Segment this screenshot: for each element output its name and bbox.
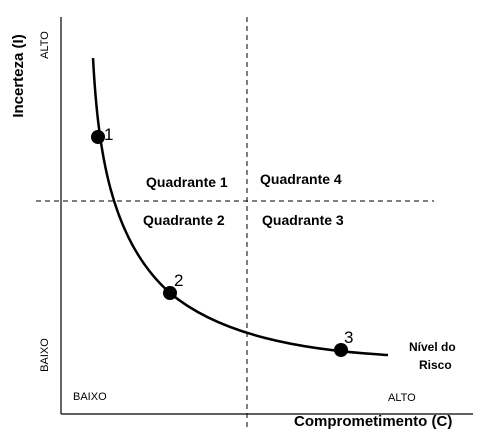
point-3-label: 3	[344, 328, 353, 347]
quadrant-3-label: Quadrante 3	[262, 212, 344, 228]
point-2-label: 2	[174, 271, 183, 290]
x-axis-low-label: BAIXO	[73, 391, 107, 403]
curve-label-line1: Nível do	[409, 340, 456, 354]
y-axis-low-label: BAIXO	[39, 338, 51, 372]
quadrant-2-label: Quadrante 2	[143, 212, 225, 228]
point-3-marker	[334, 343, 348, 357]
point-1-label: 1	[104, 125, 113, 144]
risk-level-curve	[91, 57, 389, 357]
x-axis-title: Comprometimento (C)	[294, 413, 452, 430]
curve-label-line2: Risco	[419, 358, 452, 372]
quadrant-4-label: Quadrante 4	[260, 171, 342, 187]
y-axis-high-label: ALTO	[39, 31, 51, 59]
y-axis-title: Incerteza (I)	[10, 34, 27, 117]
quadrant-1-label: Quadrante 1	[146, 174, 228, 190]
point-1-marker	[91, 130, 105, 144]
x-axis-high-label: ALTO	[388, 392, 416, 404]
point-2-marker	[163, 286, 177, 300]
